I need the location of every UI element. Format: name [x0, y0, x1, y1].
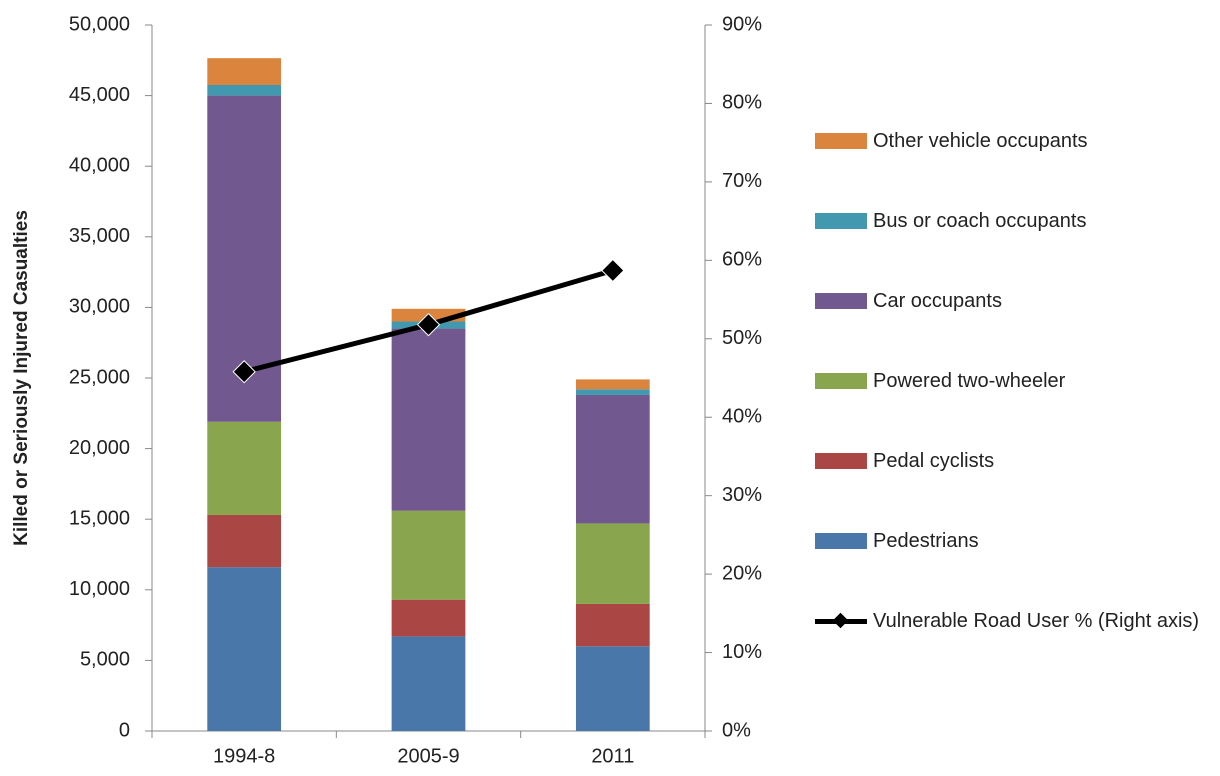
- legend-swatch: [815, 533, 867, 549]
- y2-tick-label: 90%: [722, 13, 762, 35]
- x-tick-label: 1994-8: [213, 745, 275, 767]
- y2-tick-label: 30%: [722, 484, 762, 506]
- y-tick-label: 20,000: [69, 437, 130, 459]
- y2-tick-label: 60%: [722, 249, 762, 271]
- legend-item: Pedestrians: [815, 527, 1215, 555]
- x-tick-label: 2005-9: [397, 745, 459, 767]
- x-tick-label: 2011: [591, 745, 634, 767]
- y2-tick-label: 0%: [722, 719, 751, 741]
- legend-label: Pedestrians: [873, 530, 979, 552]
- legend-label: Other vehicle occupants: [873, 130, 1088, 152]
- legend-label: Car occupants: [873, 290, 1002, 312]
- line-marker: [232, 360, 256, 384]
- bar-segment: [391, 510, 466, 600]
- legend-swatch: [815, 453, 867, 469]
- legend-swatch: [815, 213, 867, 229]
- legend-item: Other vehicle occupants: [815, 127, 1215, 155]
- y2-tick-label: 50%: [722, 327, 762, 349]
- y2-tick-label: 10%: [722, 641, 762, 663]
- bar-segment: [207, 567, 282, 731]
- bar-segment: [207, 85, 282, 96]
- y2-tick-label: 40%: [722, 406, 762, 428]
- legend-swatch: [815, 612, 867, 629]
- legend-label: Bus or coach occupants: [873, 210, 1087, 232]
- legend-label: Powered two-wheeler: [873, 370, 1066, 392]
- y-tick-label: 10,000: [69, 578, 130, 600]
- legend-label: Pedal cyclists: [873, 450, 995, 472]
- y2-tick-label: 70%: [722, 170, 762, 192]
- bar-segment: [391, 599, 466, 637]
- legend-item: Bus or coach occupants: [815, 207, 1215, 235]
- y-tick-label: 5,000: [80, 649, 130, 671]
- legend-swatch: [815, 133, 867, 149]
- y-tick-label: 25,000: [69, 366, 130, 388]
- y-tick-label: 50,000: [69, 13, 130, 35]
- line-marker: [416, 312, 441, 337]
- bar-segment: [575, 603, 650, 647]
- y-tick-label: 40,000: [69, 154, 130, 176]
- bar-segment: [575, 394, 650, 524]
- y-tick-label: 35,000: [69, 225, 130, 247]
- y-tick-label: 15,000: [69, 507, 130, 529]
- y2-tick-label: 20%: [722, 562, 762, 584]
- legend-item: Car occupants: [815, 287, 1215, 315]
- legend-swatch: [815, 293, 867, 309]
- bar-segment: [391, 328, 466, 511]
- legend-item: Powered two-wheeler: [815, 367, 1215, 395]
- y-tick-label: 30,000: [69, 296, 130, 318]
- bar-segment: [575, 523, 650, 604]
- bar-segment: [575, 389, 650, 395]
- bar-segment: [575, 379, 650, 390]
- bar-segment: [207, 514, 282, 568]
- y-tick-label: 0: [119, 719, 130, 741]
- y2-tick-label: 80%: [722, 92, 762, 114]
- bar-segment: [575, 646, 650, 731]
- legend-label: Vulnerable Road User % (Right axis): [873, 610, 1200, 632]
- legend-item: Vulnerable Road User % (Right axis): [815, 607, 1215, 635]
- bar-segment: [207, 58, 282, 86]
- bar-segment: [391, 636, 466, 731]
- bar-segment: [207, 421, 282, 515]
- legend-swatch: [815, 373, 867, 389]
- line-marker: [601, 258, 625, 283]
- legend-item: Pedal cyclists: [815, 447, 1215, 475]
- y-tick-label: 45,000: [69, 84, 130, 106]
- y-axis-title: Killed or Seriously Injured Casualties: [11, 210, 32, 546]
